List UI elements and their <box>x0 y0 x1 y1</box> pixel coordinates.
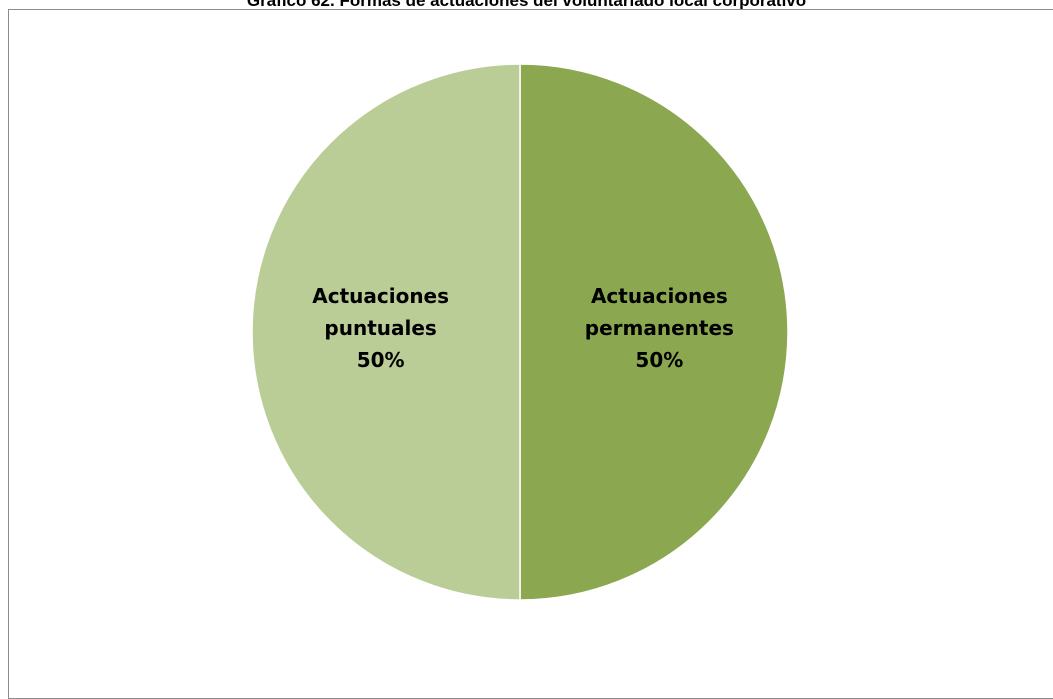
data-label-category: Actuaciones <box>591 284 728 308</box>
data-label-value: 50% <box>635 348 683 372</box>
data-label-value: 50% <box>357 348 405 372</box>
chart-title: Gráfico 62. Formas de actuaciones del vo… <box>246 0 807 10</box>
data-label-category: permanentes <box>585 316 734 340</box>
data-label-category: Actuaciones <box>312 284 449 308</box>
pie-slice-label-2: Actuaciones puntuales 50% <box>312 284 449 372</box>
pie-slice-1 <box>519 63 789 601</box>
pie-labels: Actuaciones permanentes 50% Actuaciones punt… <box>312 284 734 372</box>
pie-chart: Actuaciones permanentes 50% Actuaciones punt… <box>251 63 789 601</box>
pie-slices <box>251 63 789 601</box>
data-label-category: puntuales <box>324 316 436 340</box>
pie-slice-label-1: Actuaciones permanentes 50% <box>585 284 734 372</box>
pie-slice-2 <box>251 63 521 601</box>
